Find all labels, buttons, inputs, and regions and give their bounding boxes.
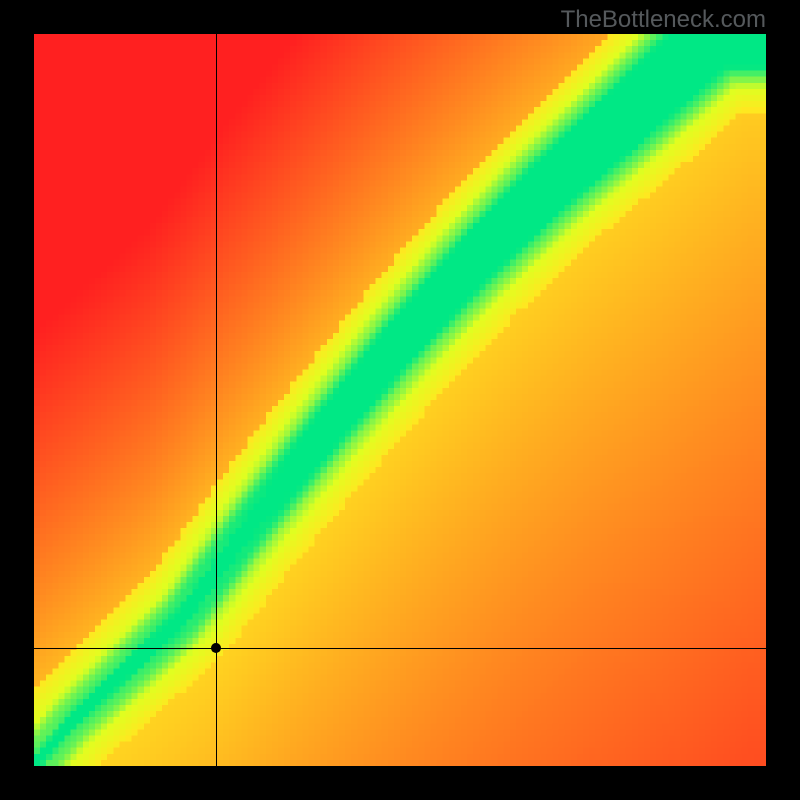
- heatmap-plot: [34, 34, 766, 766]
- crosshair-vertical: [216, 34, 217, 766]
- heatmap-canvas: [34, 34, 766, 766]
- watermark-text: TheBottleneck.com: [561, 6, 766, 34]
- crosshair-dot: [210, 642, 222, 654]
- crosshair-horizontal: [34, 648, 766, 649]
